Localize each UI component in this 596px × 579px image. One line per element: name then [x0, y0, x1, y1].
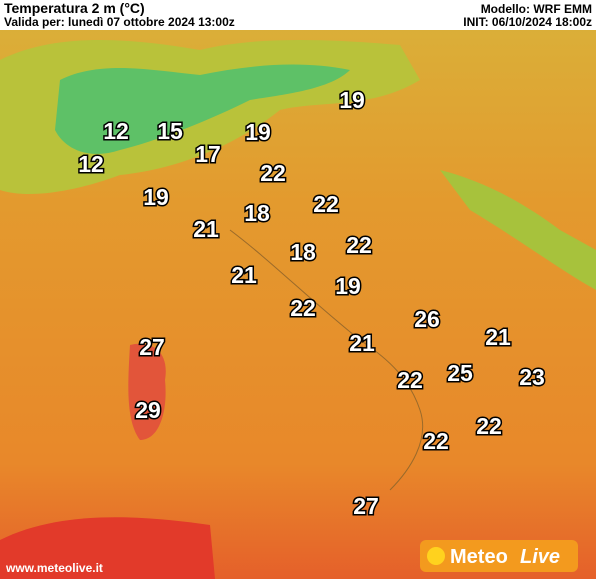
logo-text: Meteo: [450, 546, 508, 568]
hot-zone: [0, 517, 215, 579]
temperature-label: 22: [476, 413, 502, 439]
cool-zone: [440, 170, 596, 290]
temperature-label: 22: [346, 232, 372, 258]
temperature-label: 12: [103, 118, 129, 144]
title: Temperatura 2 m (°C): [4, 0, 145, 16]
temperature-label: 25: [447, 360, 473, 386]
init-time: INIT: 06/10/2024 18:00z: [463, 15, 592, 29]
temperature-label: 18: [244, 200, 270, 226]
temperature-label: 27: [139, 334, 165, 360]
logo: [420, 540, 578, 572]
temperature-label: 17: [195, 141, 221, 167]
cold-zone: [55, 64, 350, 154]
url: www.meteolive.it: [5, 561, 103, 575]
temperature-label: 26: [414, 306, 440, 332]
temperature-label: 27: [353, 493, 379, 519]
temperature-label: 19: [245, 119, 271, 145]
header-band: [0, 0, 596, 30]
temperature-label: 23: [519, 364, 545, 390]
temperature-label: 21: [193, 216, 219, 242]
temperature-label: 19: [339, 87, 365, 113]
logo-text: Live: [520, 546, 560, 568]
temperature-label: 29: [135, 397, 161, 423]
temperature-label: 18: [290, 239, 316, 265]
valid-time: Valida per: lunedì 07 ottobre 2024 13:00…: [4, 15, 235, 29]
logo-sun: [427, 547, 445, 565]
temperature-label: 22: [290, 295, 316, 321]
temperature-label: 19: [335, 273, 361, 299]
temperature-label: 21: [485, 324, 511, 350]
temperature-label: 21: [349, 330, 375, 356]
temperature-label: 22: [260, 160, 286, 186]
temperature-label: 12: [78, 151, 104, 177]
temperature-label: 15: [157, 118, 183, 144]
model: Modello: WRF EMM: [481, 2, 592, 16]
temperature-label: 21: [231, 262, 257, 288]
temperature-label: 22: [423, 428, 449, 454]
hot-zone: [128, 343, 166, 440]
coastline: [229, 229, 424, 491]
temperature-label: 22: [397, 367, 423, 393]
temperature-label: 22: [313, 191, 339, 217]
temperature-label: 19: [143, 184, 169, 210]
